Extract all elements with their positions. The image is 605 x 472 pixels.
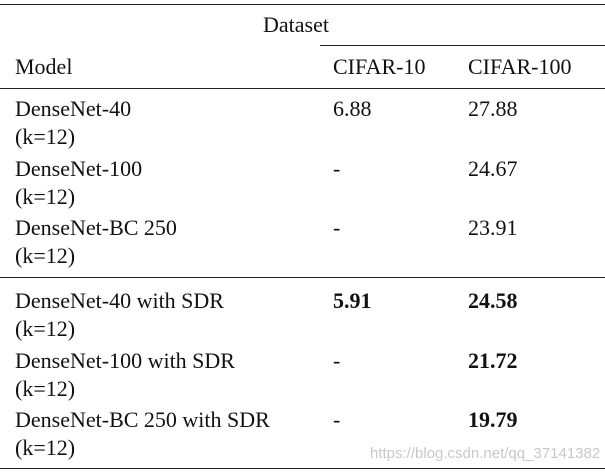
- group-separator-rule: [0, 277, 605, 278]
- model-param: (k=12): [15, 316, 76, 341]
- model-name: DenseNet-100 with SDR: [15, 348, 235, 373]
- cifar100-value: 27.88: [468, 96, 518, 121]
- cifar10-header: CIFAR-10: [333, 54, 426, 79]
- model-param: (k=12): [15, 435, 76, 460]
- cifar100-value: 24.58: [468, 288, 518, 313]
- cifar100-value: 19.79: [468, 407, 518, 432]
- bottom-rule: [0, 468, 605, 469]
- cifar10-value: -: [333, 215, 341, 240]
- cifar10-value: 6.88: [333, 96, 372, 121]
- model-param: (k=12): [15, 376, 76, 401]
- cifar100-header: CIFAR-100: [468, 54, 572, 79]
- model-header: Model: [15, 54, 73, 79]
- cifar100-value: 21.72: [468, 348, 518, 373]
- header-bottom-rule: [0, 88, 605, 89]
- watermark: https://blog.csdn.net/qq_37141382: [370, 445, 601, 462]
- cifar10-value: 5.91: [333, 288, 372, 313]
- top-rule: [0, 4, 605, 5]
- model-param: (k=12): [15, 184, 76, 209]
- cifar10-value: -: [333, 407, 341, 432]
- model-name: DenseNet-40: [15, 96, 132, 121]
- model-name: DenseNet-BC 250 with SDR: [15, 407, 270, 432]
- cifar100-value: 24.67: [468, 156, 518, 181]
- cifar10-value: -: [333, 156, 341, 181]
- model-name: DenseNet-40 with SDR: [15, 288, 224, 313]
- cifar10-value: -: [333, 348, 341, 373]
- model-param: (k=12): [15, 124, 76, 149]
- dataset-span-rule: [320, 45, 605, 46]
- dataset-header: Dataset: [263, 12, 329, 37]
- model-name: DenseNet-BC 250: [15, 215, 177, 240]
- cifar100-value: 23.91: [468, 215, 518, 240]
- model-param: (k=12): [15, 243, 76, 268]
- model-name: DenseNet-100: [15, 156, 143, 181]
